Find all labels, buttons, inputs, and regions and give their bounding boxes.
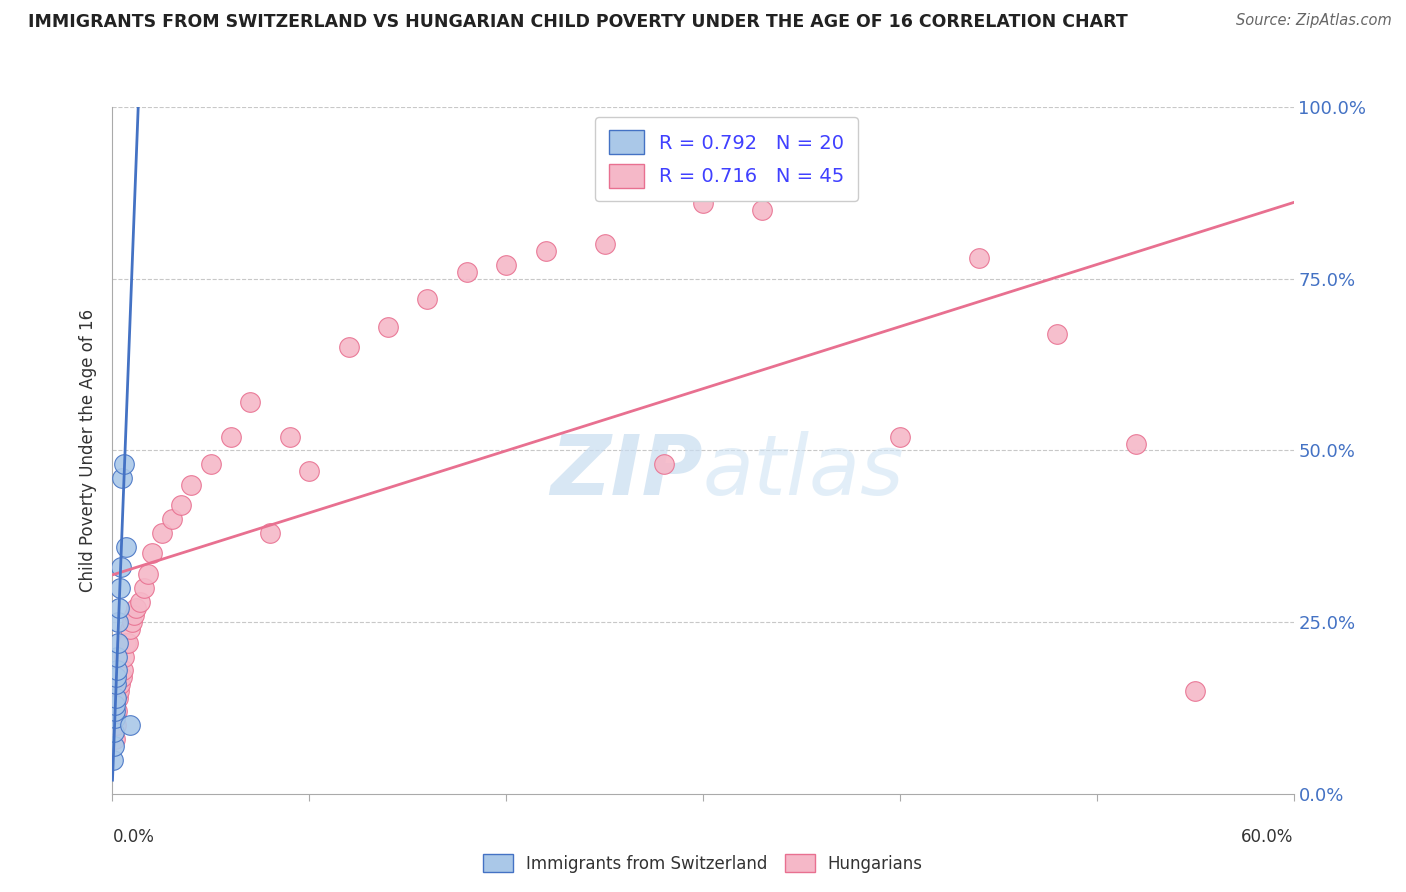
Point [105,677,128,691]
Point [889,430,911,444]
Point [456,265,478,279]
Point [115,540,138,554]
Point [112,457,135,471]
Point [180,478,202,492]
Y-axis label: Child Poverty Under the Age of 16: Child Poverty Under the Age of 16 [79,309,97,592]
Text: 60.0%: 60.0% [1241,828,1294,847]
Point [120,622,142,636]
Point [141,546,163,561]
Point [110,560,132,574]
Point [103,753,125,767]
Text: IMMIGRANTS FROM SWITZERLAND VS HUNGARIAN CHILD POVERTY UNDER THE AGE OF 16 CORRE: IMMIGRANTS FROM SWITZERLAND VS HUNGARIAN… [28,13,1128,31]
Point [111,471,134,485]
Point [534,244,557,259]
Point [111,670,134,684]
Point [132,581,155,595]
Point [810,182,832,196]
Point [105,663,128,677]
Point [652,457,675,471]
Point [1125,436,1147,450]
Point [112,649,135,664]
Point [107,690,129,705]
Point [495,258,517,272]
Point [416,293,439,307]
Point [121,615,143,630]
Point [593,237,616,252]
Point [200,457,222,471]
Point [1046,326,1069,341]
Point [110,677,132,691]
Point [377,319,399,334]
Point [108,683,131,698]
Point [112,663,135,677]
Point [337,340,360,354]
Point [107,649,129,664]
Point [751,202,773,217]
Point [107,615,129,630]
Point [967,251,990,265]
Point [692,196,714,211]
Point [150,525,173,540]
Point [110,581,132,595]
Point [103,739,125,753]
Point [278,430,301,444]
Text: 0.0%: 0.0% [112,828,155,847]
Point [115,636,138,650]
Text: ZIP: ZIP [550,431,703,512]
Point [170,499,193,513]
Point [104,731,127,746]
Point [160,512,183,526]
Text: atlas: atlas [703,431,904,512]
Point [103,725,125,739]
Point [105,670,128,684]
Point [108,601,131,615]
Point [239,395,262,409]
Point [104,698,127,712]
Point [104,690,127,705]
Point [125,601,148,615]
Point [120,718,142,732]
Point [219,430,242,444]
Point [117,636,139,650]
Point [107,636,129,650]
Legend: R = 0.792   N = 20, R = 0.716   N = 45: R = 0.792 N = 20, R = 0.716 N = 45 [595,117,858,202]
Point [298,464,321,478]
Text: Source: ZipAtlas.com: Source: ZipAtlas.com [1236,13,1392,29]
Point [136,567,159,582]
Point [104,705,127,719]
Point [259,525,281,540]
Legend: Immigrants from Switzerland, Hungarians: Immigrants from Switzerland, Hungarians [477,847,929,880]
Point [107,705,129,719]
Point [104,711,127,725]
Point [1184,683,1206,698]
Point [129,594,152,608]
Point [105,718,128,732]
Point [122,608,145,623]
